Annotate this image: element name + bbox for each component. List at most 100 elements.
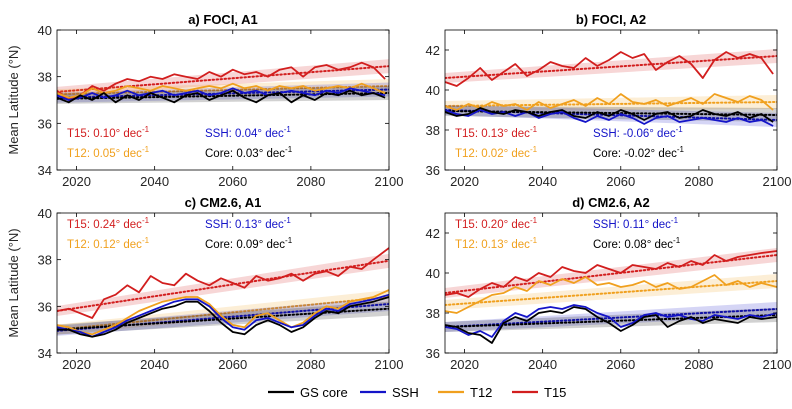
annotation-text: T15: 0.10° dec [67,128,142,140]
annotation-exponent: -1 [676,125,684,134]
panel-title: a) FOCI, A1 [188,12,258,27]
trend-rate-annotation: Core: 0.09° dec-1 [205,236,293,251]
y-tick-label: 42 [426,43,440,58]
panel-2: 2020 2040 2060 2080 2100 36 38 40 42 b) FOCI, A2 T… [426,12,792,189]
y-tick-label: 40 [426,83,440,98]
axes-frame [56,29,390,171]
plot-area [445,248,777,344]
y-tick-label: 38 [426,123,440,138]
annotation-text: T12: 0.13° dec [455,239,530,251]
y-tick-label: 36 [426,163,440,178]
trend-rate-annotation: T12: 0.05° dec-1 [67,145,150,160]
x-tick-label: 2100 [763,357,792,372]
annotation-exponent: -1 [285,236,293,245]
y-tick-label: 40 [426,266,440,281]
series-line-t12 [57,289,389,336]
trend-rate-annotation: T15: 0.20° dec-1 [455,216,538,231]
annotation-exponent: -1 [530,125,538,134]
annotation-exponent: -1 [530,236,538,245]
x-tick-label: 2100 [375,174,404,189]
trend-line-t15 [57,259,389,312]
trend-rate-annotation: T15: 0.10° dec-1 [67,125,150,140]
panel-title: c) CM2.6, A1 [185,195,262,210]
axes-frame [444,212,778,354]
annotation-exponent: -1 [284,125,292,134]
annotation-text: T15: 0.20° dec [455,219,530,231]
x-tick-label: 2040 [140,174,169,189]
annotation-exponent: -1 [673,236,681,245]
legend: GS core SSH T12 T15 [268,385,566,400]
trend-band-ssh [445,105,777,127]
annotation-exponent: -1 [677,145,685,154]
x-tick-label: 2060 [606,357,635,372]
series-line-t15 [57,61,386,101]
trend-rate-annotation: T12: 0.12° dec-1 [67,236,150,251]
axes-frame [444,29,778,171]
annotation-exponent: -1 [142,216,150,225]
trend-rate-annotation: T12: 0.02° dec-1 [455,145,538,160]
x-tick-label: 2100 [763,174,792,189]
trend-line-t15 [57,65,389,93]
series-line-core [57,296,389,338]
y-tick-label: 40 [38,206,52,221]
trend-band-t12 [445,274,777,310]
trend-rate-annotation: Core: 0.08° dec-1 [593,236,681,251]
annotation-text: Core: -0.02° dec [593,148,677,160]
annotation-text: SSH: 0.04° dec [205,128,284,140]
annotation-exponent: -1 [142,125,150,134]
legend-label: T12 [470,385,492,400]
legend-label: GS core [300,385,348,400]
trend-rate-annotation: SSH: -0.06° dec-1 [593,125,683,140]
panel-4: 2020 2040 2060 2080 2100 36 38 40 42 d) CM2.6, A2… [426,195,792,372]
y-tick-label: 34 [38,163,52,178]
trend-band-t15 [57,59,389,97]
annotation-text: T12: 0.05° dec [67,148,142,160]
y-tick-label: 34 [38,346,52,361]
y-tick-label: 40 [38,23,52,38]
annotation-text: T15: 0.24° dec [67,219,142,231]
panel-1: 2020 2040 2060 2080 2100 34 36 38 40 a) FOCI, A1 M… [6,12,403,189]
x-tick-label: 2060 [606,174,635,189]
panel-title: b) FOCI, A2 [576,12,646,27]
legend-label: SSH [392,385,419,400]
series-line-ssh [57,87,386,101]
y-tick-label: 38 [426,306,440,321]
trend-rate-annotation: SSH: 0.13° dec-1 [205,216,291,231]
y-tick-label: 42 [426,226,440,241]
annotation-text: Core: 0.09° dec [205,239,285,251]
x-tick-label: 2040 [140,357,169,372]
trend-line-t12 [57,296,389,331]
annotation-exponent: -1 [530,216,538,225]
legend-item-core: GS core [268,385,348,400]
annotation-text: Core: 0.03° dec [205,148,285,160]
legend-item-t12: T12 [438,385,492,400]
series-line-ssh [57,293,389,338]
annotation-exponent: -1 [530,145,538,154]
annotation-text: Core: 0.08° dec [593,239,673,251]
x-tick-label: 2020 [62,357,91,372]
x-tick-label: 2080 [296,174,325,189]
legend-item-t15: T15 [512,385,566,400]
y-tick-label: 36 [426,346,440,361]
x-tick-label: 2080 [684,174,713,189]
y-tick-label: 36 [38,116,52,131]
plot-area [57,59,389,104]
x-tick-label: 2040 [528,357,557,372]
trend-band-t15 [445,248,777,298]
series-line-core [445,306,777,344]
x-tick-label: 2020 [62,174,91,189]
series-line-t12 [445,274,777,314]
x-tick-label: 2080 [296,357,325,372]
x-tick-label: 2100 [375,357,404,372]
y-tick-label: 38 [38,70,52,85]
x-tick-label: 2060 [218,357,247,372]
trend-rate-annotation: T15: 0.24° dec-1 [67,216,150,231]
x-tick-label: 2060 [218,174,247,189]
legend-item-ssh: SSH [360,385,419,400]
x-tick-label: 2040 [528,174,557,189]
panel-3: 2020 2040 2060 2080 2100 34 36 38 40 c) CM2.6, A1… [6,195,403,372]
series-line-ssh [445,304,777,338]
annotation-exponent: -1 [284,216,292,225]
series-line-core [445,107,774,123]
